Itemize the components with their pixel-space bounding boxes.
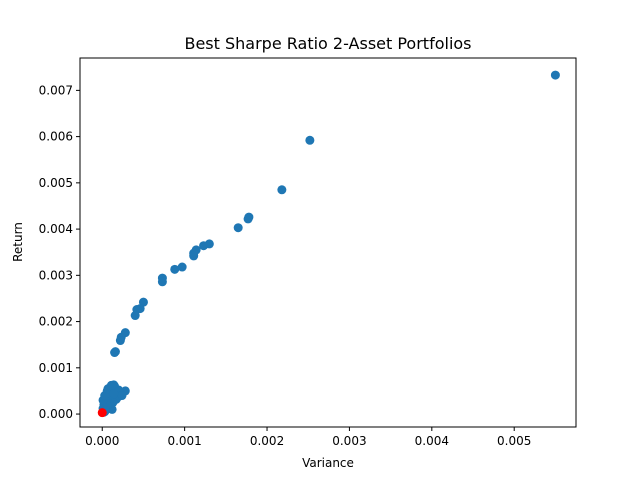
plot-frame [79, 57, 577, 428]
x-tick-label: 0.003 [332, 434, 366, 448]
data-point [157, 277, 167, 287]
x-axis-ticks: 0.000 0.001 0.002 0.003 0.004 0.005 [85, 427, 531, 448]
highlight-point [97, 408, 107, 418]
y-axis-label: Return [11, 222, 25, 262]
y-tick-label: 0.001 [39, 361, 73, 375]
data-markers [97, 70, 560, 418]
data-point [277, 185, 287, 195]
y-tick-label: 0.004 [39, 222, 73, 236]
x-tick-label: 0.004 [415, 434, 449, 448]
y-tick-label: 0.002 [39, 315, 73, 329]
y-tick-label: 0.007 [39, 83, 73, 97]
x-tick-label: 0.001 [167, 434, 201, 448]
chart-title: Best Sharpe Ratio 2-Asset Portfolios [184, 34, 471, 53]
data-point [117, 391, 127, 401]
data-point [189, 251, 199, 261]
data-point [115, 336, 125, 346]
x-tick-label: 0.005 [497, 434, 531, 448]
data-point [550, 70, 560, 80]
data-point [100, 391, 110, 401]
x-axis-label: Variance [302, 456, 354, 470]
y-tick-label: 0.005 [39, 176, 73, 190]
data-point [109, 389, 119, 399]
y-tick-label: 0.000 [39, 407, 73, 421]
data-point [170, 264, 180, 274]
data-point [130, 311, 140, 321]
data-point [177, 262, 187, 272]
x-tick-label: 0.000 [85, 434, 119, 448]
data-point [233, 223, 243, 233]
data-point [243, 214, 253, 224]
data-point [110, 348, 120, 358]
data-point [305, 135, 315, 145]
data-point [106, 380, 116, 390]
data-point [199, 241, 209, 251]
y-tick-label: 0.006 [39, 130, 73, 144]
y-axis-ticks: 0.000 0.001 0.002 0.003 0.004 0.005 0.006 0.007 [39, 83, 80, 421]
y-tick-label: 0.003 [39, 268, 73, 282]
x-tick-label: 0.002 [250, 434, 284, 448]
